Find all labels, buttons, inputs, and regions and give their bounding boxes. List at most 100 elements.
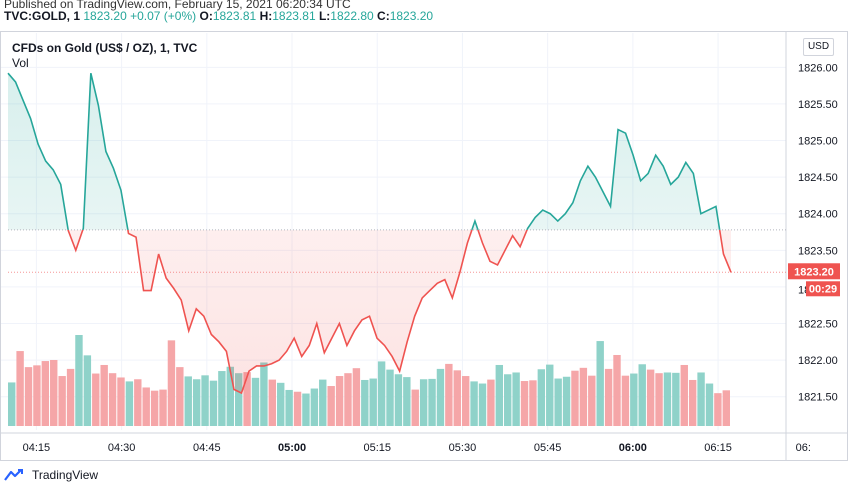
volume-bar	[638, 364, 646, 426]
volume-bar	[319, 379, 327, 426]
countdown-badge	[806, 281, 840, 297]
volume-bar	[209, 380, 218, 426]
volume-bar	[655, 373, 663, 426]
x-tick-label: 05:30	[449, 442, 477, 454]
countdown-label: 00:29	[809, 283, 837, 295]
volume-bar	[159, 389, 167, 426]
volume-bar	[327, 386, 335, 426]
volume-bar	[663, 372, 672, 426]
y-tick-label: 1822.00	[798, 355, 838, 367]
volume-bar	[184, 376, 192, 426]
footer[interactable]: TradingView	[4, 467, 98, 483]
x-tick-label: 04:30	[108, 442, 136, 454]
volume-bar	[335, 376, 344, 426]
y-tick-label: 1825.00	[798, 136, 838, 148]
volume-bar	[33, 365, 41, 426]
volume-bar	[50, 359, 58, 426]
volume-bar	[537, 369, 546, 426]
volume-bar	[680, 364, 688, 426]
volume-bar	[117, 377, 125, 426]
volume-bar	[234, 373, 243, 426]
volume-bar	[445, 363, 453, 426]
volume-bar	[24, 367, 33, 426]
volume-bar	[604, 368, 613, 426]
volume-bar	[192, 379, 201, 426]
ticker-line: TVC:GOLD, 1 1823.20 +0.07 (+0%) O:1823.8…	[4, 9, 433, 23]
ticker-high-label: H:	[259, 9, 273, 23]
y-tick-label: 1824.50	[798, 172, 838, 184]
price-line-down	[67, 229, 732, 395]
volume-bar	[83, 355, 92, 426]
volume-bar	[613, 354, 621, 426]
volume-bar	[487, 379, 495, 426]
volume-bar	[428, 378, 436, 426]
y-tick-label: 1826.00	[798, 62, 838, 74]
volume-bar	[293, 391, 302, 426]
volume-bar	[260, 362, 268, 426]
y-tick-label: 1825.50	[798, 99, 838, 111]
ticker-open-label: O:	[199, 9, 213, 23]
volume-bar	[125, 381, 134, 426]
ticker-low-label: L:	[318, 9, 331, 23]
volume-bar	[251, 377, 260, 426]
volume-bar	[386, 369, 394, 426]
volume-bar	[562, 376, 571, 426]
area-above-baseline	[8, 73, 731, 230]
volume-bar	[352, 368, 361, 426]
volume-bar	[108, 373, 117, 426]
volume-bar	[277, 382, 285, 426]
volume-bar	[142, 387, 150, 426]
volume-bar	[571, 370, 579, 426]
volume-bar	[672, 372, 680, 426]
x-tick-label: 05:45	[534, 442, 562, 454]
y-tick-label: 1824.00	[798, 209, 838, 221]
volume-bar	[495, 364, 504, 426]
volume-bar	[411, 389, 419, 426]
volume-bar	[630, 373, 638, 426]
volume-bar	[310, 388, 319, 426]
footer-brand: TradingView	[32, 468, 99, 482]
area-below-baseline	[68, 229, 731, 394]
volume-bar	[394, 374, 403, 426]
volume-bar	[470, 381, 478, 426]
ticker-close-label: C:	[377, 9, 390, 23]
volume-legend: Vol	[12, 56, 29, 70]
volume-bar	[621, 375, 630, 426]
published-caption: Published on TradingView.com, February 1…	[4, 0, 351, 11]
volume-bar	[66, 368, 75, 426]
volume-bar	[8, 382, 16, 426]
last-price-label: 1823.20	[794, 266, 834, 278]
volume-bar	[218, 371, 226, 426]
x-tick-label: 05:00	[278, 442, 306, 454]
volume-bar	[41, 361, 50, 426]
volume-bar	[461, 376, 470, 426]
volume-bar	[554, 378, 562, 426]
volume-bar	[520, 381, 529, 426]
volume-bar	[504, 374, 512, 426]
volume-bar	[478, 383, 487, 426]
volume-bar	[588, 375, 596, 426]
ticker-last: 1823.20	[83, 9, 127, 23]
price-line-up	[7, 72, 721, 230]
volume-bar	[150, 390, 159, 426]
volume-bar	[100, 364, 108, 426]
volume-bar	[529, 380, 537, 426]
ticker-high: 1823.81	[272, 9, 316, 23]
x-tick-label: 04:45	[193, 442, 221, 454]
volume-bar	[546, 364, 554, 426]
volume-bar	[75, 335, 83, 426]
volume-bar	[344, 373, 352, 426]
x-tick-label: 06:00	[619, 442, 647, 454]
volume-bar	[361, 379, 369, 426]
ticker-open: 1823.81	[212, 9, 257, 23]
currency-button[interactable]: USD	[803, 38, 834, 56]
volume-bar	[579, 367, 588, 426]
x-tick-label: 04:15	[23, 442, 51, 454]
volume-bar	[403, 377, 411, 426]
volume-bar	[92, 373, 100, 426]
volume-bar	[369, 378, 377, 426]
volume-bar	[377, 361, 386, 426]
volume-bar	[436, 368, 445, 426]
volume-bar	[201, 375, 209, 426]
